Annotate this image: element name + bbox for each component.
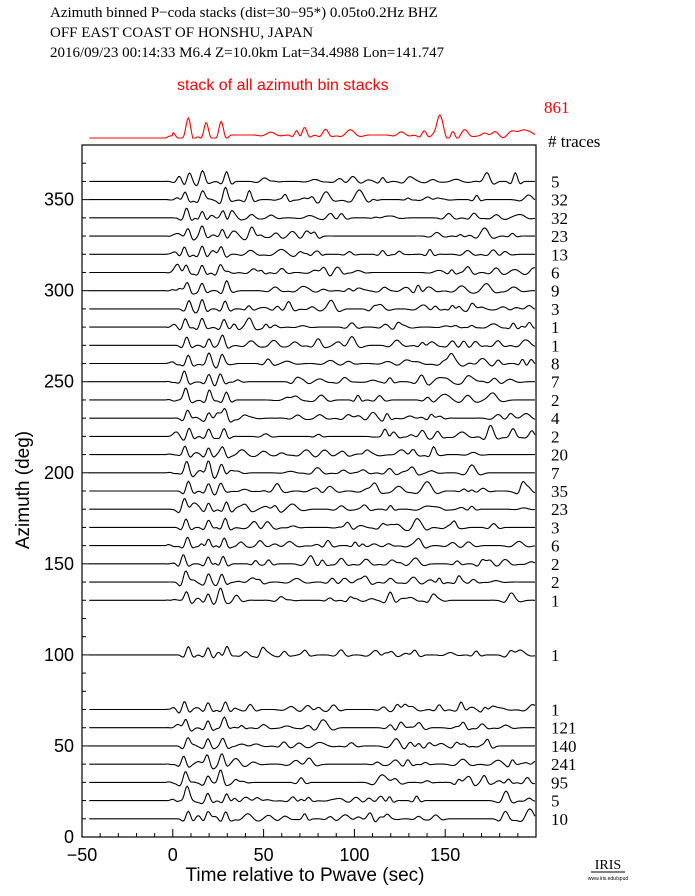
y-tick-label: 300 (44, 281, 74, 301)
trace-count: 2 (551, 573, 560, 592)
y-tick-label: 100 (44, 645, 74, 665)
trace-count: 95 (551, 773, 568, 792)
trace-count: 4 (551, 409, 560, 428)
trace-count: 10 (551, 810, 568, 829)
trace-count: 13 (551, 245, 568, 264)
x-tick-label: 150 (430, 845, 460, 865)
y-tick-label: 350 (44, 190, 74, 210)
trace-count: 7 (551, 373, 560, 392)
trace-count: 35 (551, 482, 568, 501)
azimuth-trace (89, 737, 535, 750)
trace-count: 1 (551, 646, 560, 665)
trace-count-group: 1059524114012111122632335720242781139613… (551, 172, 577, 828)
azimuth-trace (89, 645, 535, 659)
trace-count: 5 (551, 172, 560, 191)
trace-count: 2 (551, 555, 560, 574)
trace-count: 2 (551, 391, 560, 410)
azimuth-trace (89, 808, 536, 823)
azimuth-trace (89, 570, 535, 587)
trace-count: 20 (551, 446, 568, 465)
azimuth-trace (89, 169, 535, 187)
azimuth-trace (89, 352, 536, 369)
header-line-1: Azimuth binned P−coda stacks (dist=30−95… (50, 5, 438, 21)
trace-count: 3 (551, 518, 560, 537)
stack-label: stack of all azimuth bin stacks (177, 77, 389, 94)
azimuth-trace (89, 480, 536, 496)
trace-count: 1 (551, 591, 560, 610)
trace-count: 6 (551, 537, 560, 556)
azimuth-trace (89, 207, 535, 221)
y-tick-label: 150 (44, 554, 74, 574)
stack-trace (89, 114, 536, 139)
azimuth-trace (89, 370, 535, 387)
azimuth-trace (89, 387, 535, 404)
y-tick-label: 50 (54, 736, 74, 756)
y-tick-label: 200 (44, 463, 74, 483)
x-tick-label: 0 (168, 845, 178, 865)
trace-count: 6 (551, 263, 560, 282)
trace-count: 121 (551, 719, 577, 738)
trace-count: 140 (551, 737, 577, 756)
trace-count: 2 (551, 427, 560, 446)
trace-count: 5 (551, 792, 560, 811)
azimuth-trace (89, 424, 536, 441)
iris-logo: IRIS www.iris.edu/spud (588, 858, 629, 882)
trace-count: 23 (551, 227, 568, 246)
azimuth-trace (89, 279, 535, 295)
azimuth-trace (89, 225, 535, 241)
azimuth-trace (89, 769, 536, 787)
x-axis-label: Time relative to Pwave (sec) (186, 865, 425, 886)
trace-count: 32 (551, 209, 568, 228)
azimuth-trace (89, 334, 536, 349)
trace-count: 3 (551, 300, 560, 319)
azimuth-trace (89, 587, 535, 605)
y-tick-label: 250 (44, 372, 74, 392)
trace-count: 1 (551, 318, 560, 337)
azimuth-trace (89, 785, 536, 805)
traces-header: # traces (548, 132, 600, 151)
azimuth-trace (89, 245, 535, 258)
azimuth-trace (89, 317, 536, 331)
trace-count: 23 (551, 500, 568, 519)
azimuth-trace (89, 716, 535, 732)
azimuth-trace (89, 701, 536, 714)
logo-subtext: www.iris.edu/spud (588, 876, 629, 882)
azimuth-trace (89, 445, 535, 459)
x-axis: −50 0 50 100 150 (67, 829, 537, 865)
trace-group (89, 169, 536, 823)
trace-count: 1 (551, 701, 560, 720)
trace-count: 1 (551, 336, 560, 355)
header-line-3: 2016/09/23 00:14:33 M6.4 Z=10.0km Lat=34… (50, 45, 445, 61)
azimuth-trace (89, 263, 535, 277)
azimuth-trace (89, 536, 535, 549)
azimuth-trace (89, 460, 535, 479)
trace-count: 9 (551, 282, 560, 301)
trace-count: 32 (551, 191, 568, 210)
trace-count: 7 (551, 464, 560, 483)
trace-count: 241 (551, 755, 577, 774)
x-tick-label: 50 (254, 845, 274, 865)
y-axis: 0 50 100 150 200 250 300 350 (44, 162, 90, 847)
y-axis-label: Azimuth (deg) (13, 431, 34, 549)
azimuth-trace (89, 517, 535, 532)
azimuth-trace (89, 299, 536, 314)
x-tick-label: 100 (339, 845, 369, 865)
y-tick-label: 0 (64, 827, 74, 847)
azimuth-trace (89, 554, 536, 567)
azimuth-trace (89, 407, 536, 423)
stack-count: 861 (544, 98, 570, 117)
header-line-2: OFF EAST COAST OF HONSHU, JAPAN (50, 25, 313, 41)
azimuth-trace (89, 498, 535, 514)
azimuth-trace (89, 186, 536, 205)
logo-text: IRIS (595, 858, 621, 873)
x-tick-label: −50 (67, 845, 98, 865)
azimuth-trace (89, 753, 536, 770)
trace-count: 8 (551, 355, 560, 374)
